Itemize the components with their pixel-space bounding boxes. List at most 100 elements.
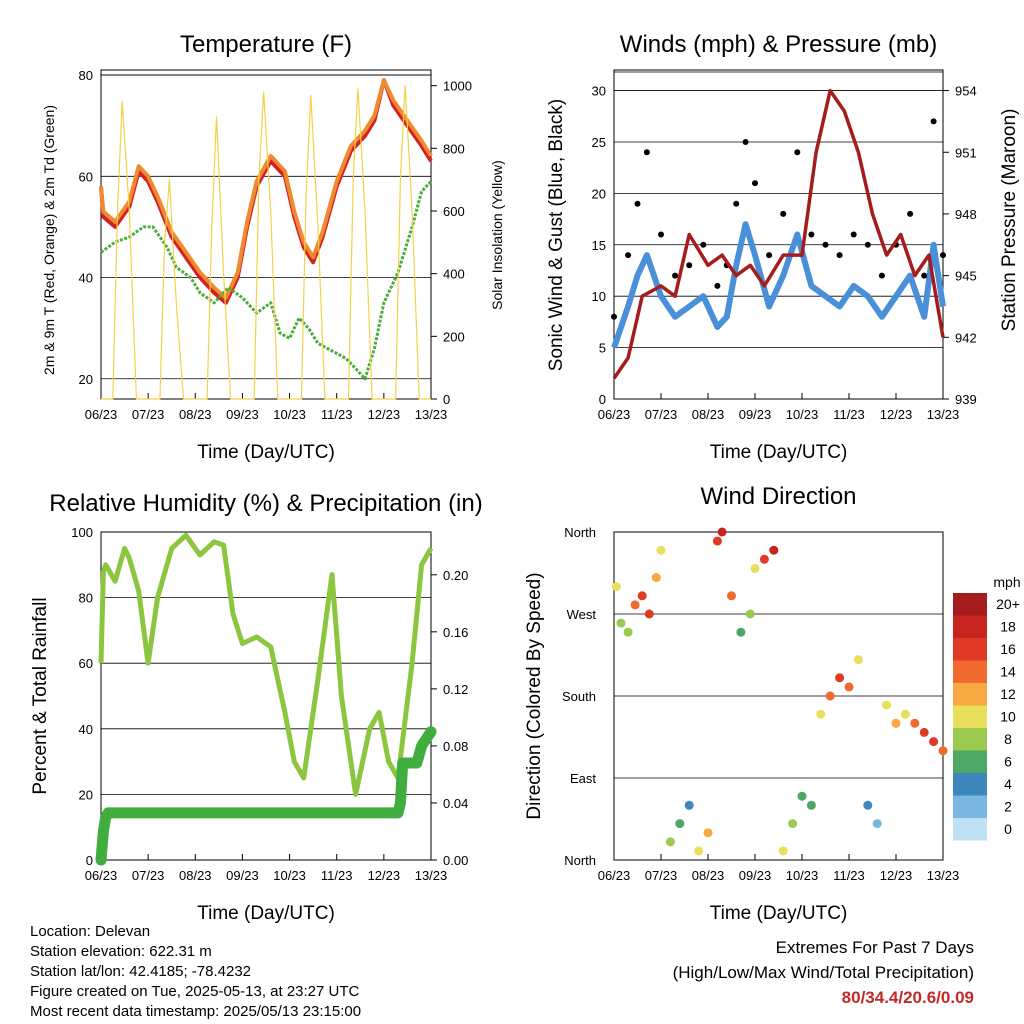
- direction-point: [825, 691, 835, 701]
- direction-point: [750, 563, 760, 573]
- direction-ytick-label: East: [570, 771, 596, 786]
- recent-timestamp-text: Most recent data timestamp: 2025/05/13 2…: [30, 1003, 362, 1020]
- humidity-xlabel: Time (Day/UTC): [197, 903, 335, 924]
- humidity-xtick-label: 11/23: [321, 868, 353, 883]
- humidity-rtick-label: 0.12: [443, 682, 468, 697]
- humidity-xtick-label: 12/23: [368, 868, 401, 883]
- colorbar-swatch: [953, 818, 987, 841]
- winds-xtick-label: 10/23: [786, 407, 819, 422]
- winds-panel: [613, 69, 944, 400]
- direction-xtick-label: 13/23: [927, 868, 960, 883]
- humidity-rtick-label: 0.20: [443, 568, 468, 583]
- direction-point: [788, 819, 798, 829]
- direction-point: [872, 819, 882, 829]
- winds-gust-point: [733, 200, 740, 207]
- winds-xtick-label: 13/23: [927, 407, 960, 422]
- temperature-xtick-label: 10/23: [273, 407, 306, 422]
- winds-gust-point: [658, 231, 664, 238]
- winds-gust-point: [766, 252, 773, 259]
- winds-ytick-label: 5: [599, 341, 606, 356]
- colorbar-swatch: [953, 773, 987, 796]
- direction-point: [816, 709, 826, 719]
- winds-gust-point: [940, 252, 946, 259]
- direction-xtick-label: 10/23: [786, 868, 819, 883]
- colorbar-swatch: [953, 705, 987, 728]
- winds-ytick-label: 10: [592, 289, 606, 304]
- direction-xtick-label: 11/23: [833, 868, 865, 883]
- winds-ytick-label: 30: [592, 84, 606, 99]
- colorbar-label: 14: [1000, 664, 1016, 680]
- winds-gust-point: [611, 313, 617, 320]
- humidity-ytick-label: 40: [79, 722, 93, 737]
- temperature-series-3: [101, 85, 431, 400]
- direction-point: [835, 673, 845, 683]
- colorbar-label: 10: [1000, 709, 1016, 725]
- temperature-rtick-label: 600: [443, 204, 465, 219]
- winds-xtick-label: 09/23: [739, 407, 772, 422]
- temperature-ytick-label: 20: [79, 372, 93, 387]
- colorbar-label: 0: [1004, 821, 1012, 837]
- temperature-ytick-label: 60: [79, 169, 93, 184]
- humidity-rain-series: [95, 726, 437, 866]
- humidity-rh-series: [98, 532, 434, 797]
- colorbar-swatch: [953, 728, 987, 751]
- humidity-ytick-label: 0: [86, 853, 93, 868]
- direction-point: [778, 846, 788, 856]
- colorbar-label: 8: [1004, 731, 1012, 747]
- winds-gust-point: [808, 231, 815, 238]
- station-info: Location: Delevan Station elevation: 622…: [30, 922, 361, 1022]
- winds-gust-point: [850, 231, 857, 238]
- colorbar-label: 6: [1004, 754, 1012, 770]
- temperature-frame: [100, 69, 432, 400]
- direction-xtick-label: 08/23: [692, 868, 725, 883]
- temperature-series-1: [99, 78, 433, 300]
- winds-gust-point: [878, 272, 885, 279]
- winds-ytick-label: 20: [592, 186, 606, 201]
- extremes-values: 80/34.4/20.6/0.09: [841, 988, 974, 1007]
- colorbar-label: 4: [1004, 776, 1012, 792]
- humidity-rtick-label: 0.04: [443, 796, 468, 811]
- winds-pressure-series: [612, 88, 945, 380]
- direction-point: [882, 700, 892, 710]
- direction-point: [929, 737, 939, 747]
- location-text: Location: Delevan: [30, 923, 151, 940]
- colorbar-swatch: [953, 683, 987, 706]
- humidity-xtick-label: 10/23: [273, 868, 306, 883]
- extremes-box: Extremes For Past 7 Days (High/Low/Max W…: [673, 935, 974, 1010]
- direction-point: [910, 718, 920, 728]
- direction-title: Wind Direction: [700, 483, 856, 510]
- winds-frame: [613, 69, 944, 400]
- temperature-title: Temperature (F): [180, 31, 352, 58]
- humidity-xtick-label: 09/23: [226, 868, 259, 883]
- colorbar-swatch: [953, 638, 987, 661]
- colorbar-label: 16: [1000, 641, 1016, 657]
- winds-gust-point: [700, 241, 707, 248]
- winds-gust-point: [634, 200, 641, 207]
- direction-point: [891, 718, 901, 728]
- temperature-xtick-label: 11/23: [321, 407, 353, 422]
- temperature-ylabel-right: Solar Insolation (Yellow): [489, 160, 505, 310]
- temperature-rtick-label: 800: [443, 141, 465, 156]
- direction-point: [656, 545, 666, 555]
- direction-point: [623, 627, 633, 637]
- humidity-xtick-label: 06/23: [85, 868, 118, 883]
- colorbar-swatch: [953, 795, 987, 818]
- humidity-xtick-label: 07/23: [132, 868, 165, 883]
- direction-xtick-label: 09/23: [739, 868, 772, 883]
- direction-point: [684, 800, 694, 810]
- humidity-rtick-label: 0.08: [443, 739, 468, 754]
- direction-ytick-label: North: [564, 525, 596, 540]
- humidity-ylabel: Percent & Total Rainfall: [30, 597, 51, 794]
- winds-gust-point: [864, 241, 871, 248]
- winds-gust-point: [836, 252, 843, 259]
- direction-point: [853, 655, 863, 665]
- humidity-xtick-label: 08/23: [179, 868, 212, 883]
- winds-ytick-label: 15: [592, 238, 606, 253]
- temperature-rtick-label: 400: [443, 267, 465, 282]
- temperature-series-0: [99, 78, 433, 305]
- direction-point: [759, 554, 769, 564]
- temperature-xtick-label: 12/23: [368, 407, 401, 422]
- direction-point: [616, 618, 626, 628]
- direction-point: [675, 819, 685, 829]
- direction-ytick-label: South: [562, 689, 596, 704]
